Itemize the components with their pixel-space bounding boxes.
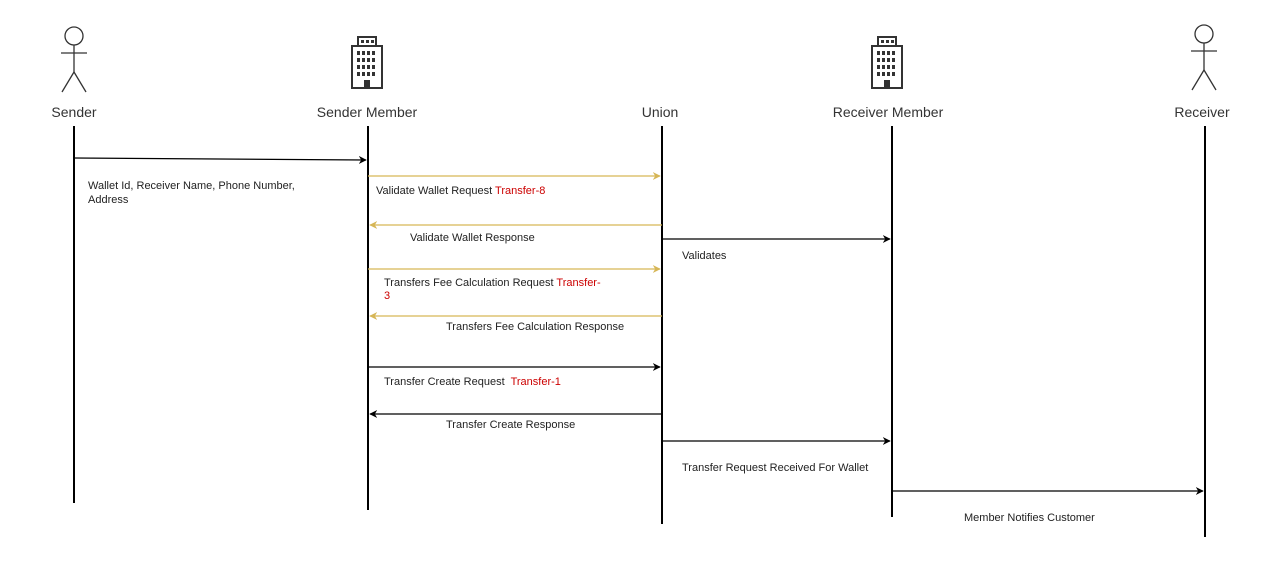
participant-label-union: Union — [642, 104, 679, 120]
message-label: Transfers Fee Calculation Response — [446, 321, 624, 333]
person-icon — [1191, 24, 1217, 91]
message-code: Transfer- — [556, 277, 601, 289]
participant-label-sender-member: Sender Member — [317, 104, 418, 120]
participant-label-receiver-member: Receiver Member — [833, 104, 944, 120]
message-m1: Wallet Id, Receiver Name, Phone Number, … — [73, 155, 367, 206]
building-icon — [871, 36, 903, 89]
participant-receiver: Receiver — [1174, 24, 1230, 537]
message-label: Validate Wallet Response — [410, 232, 535, 244]
message-code: 3 — [384, 290, 390, 302]
message-m4: Validates — [662, 235, 891, 262]
message-m6: Transfers Fee Calculation Response — [369, 312, 662, 333]
message-label: Validates — [682, 250, 727, 262]
message-m2: Validate Wallet Request Transfer-8 — [368, 172, 661, 197]
message-m5: Transfers Fee Calculation Request Transf… — [368, 265, 661, 302]
message-label-line-2: Address — [88, 194, 129, 206]
message-m9: Transfer Request Received For Wallet — [662, 437, 891, 474]
message-m10: Member Notifies Customer — [892, 487, 1204, 524]
message-label: Transfer Create Response — [446, 419, 575, 431]
building-icon — [351, 36, 383, 89]
participant-union: Union — [642, 104, 679, 524]
message-label: Transfer Create Request Transfer-1 — [384, 376, 561, 388]
message-label: Transfer Request Received For Wallet — [682, 462, 868, 474]
message-code: Transfer-1 — [511, 376, 561, 388]
message-m3: Validate Wallet Response — [369, 221, 662, 244]
message-arrow — [73, 155, 367, 164]
person-icon — [61, 26, 87, 93]
participant-label-receiver: Receiver — [1174, 104, 1230, 120]
participant-label-sender: Sender — [51, 104, 96, 120]
message-m8: Transfer Create Response — [369, 410, 662, 431]
message-m7: Transfer Create Request Transfer-1 — [368, 363, 661, 388]
message-code: Transfer-8 — [495, 185, 545, 197]
message-label: Wallet Id, Receiver Name, Phone Number, — [88, 180, 295, 192]
participant-receiver-member: Receiver Member — [833, 36, 944, 517]
message-label-line-2: 3 — [384, 290, 390, 302]
participant-sender-member: Sender Member — [317, 36, 418, 510]
message-label: Transfers Fee Calculation Request Transf… — [384, 277, 601, 289]
participant-sender: Sender — [51, 26, 97, 503]
message-label: Validate Wallet Request Transfer-8 — [376, 185, 545, 197]
message-label: Member Notifies Customer — [964, 512, 1095, 524]
